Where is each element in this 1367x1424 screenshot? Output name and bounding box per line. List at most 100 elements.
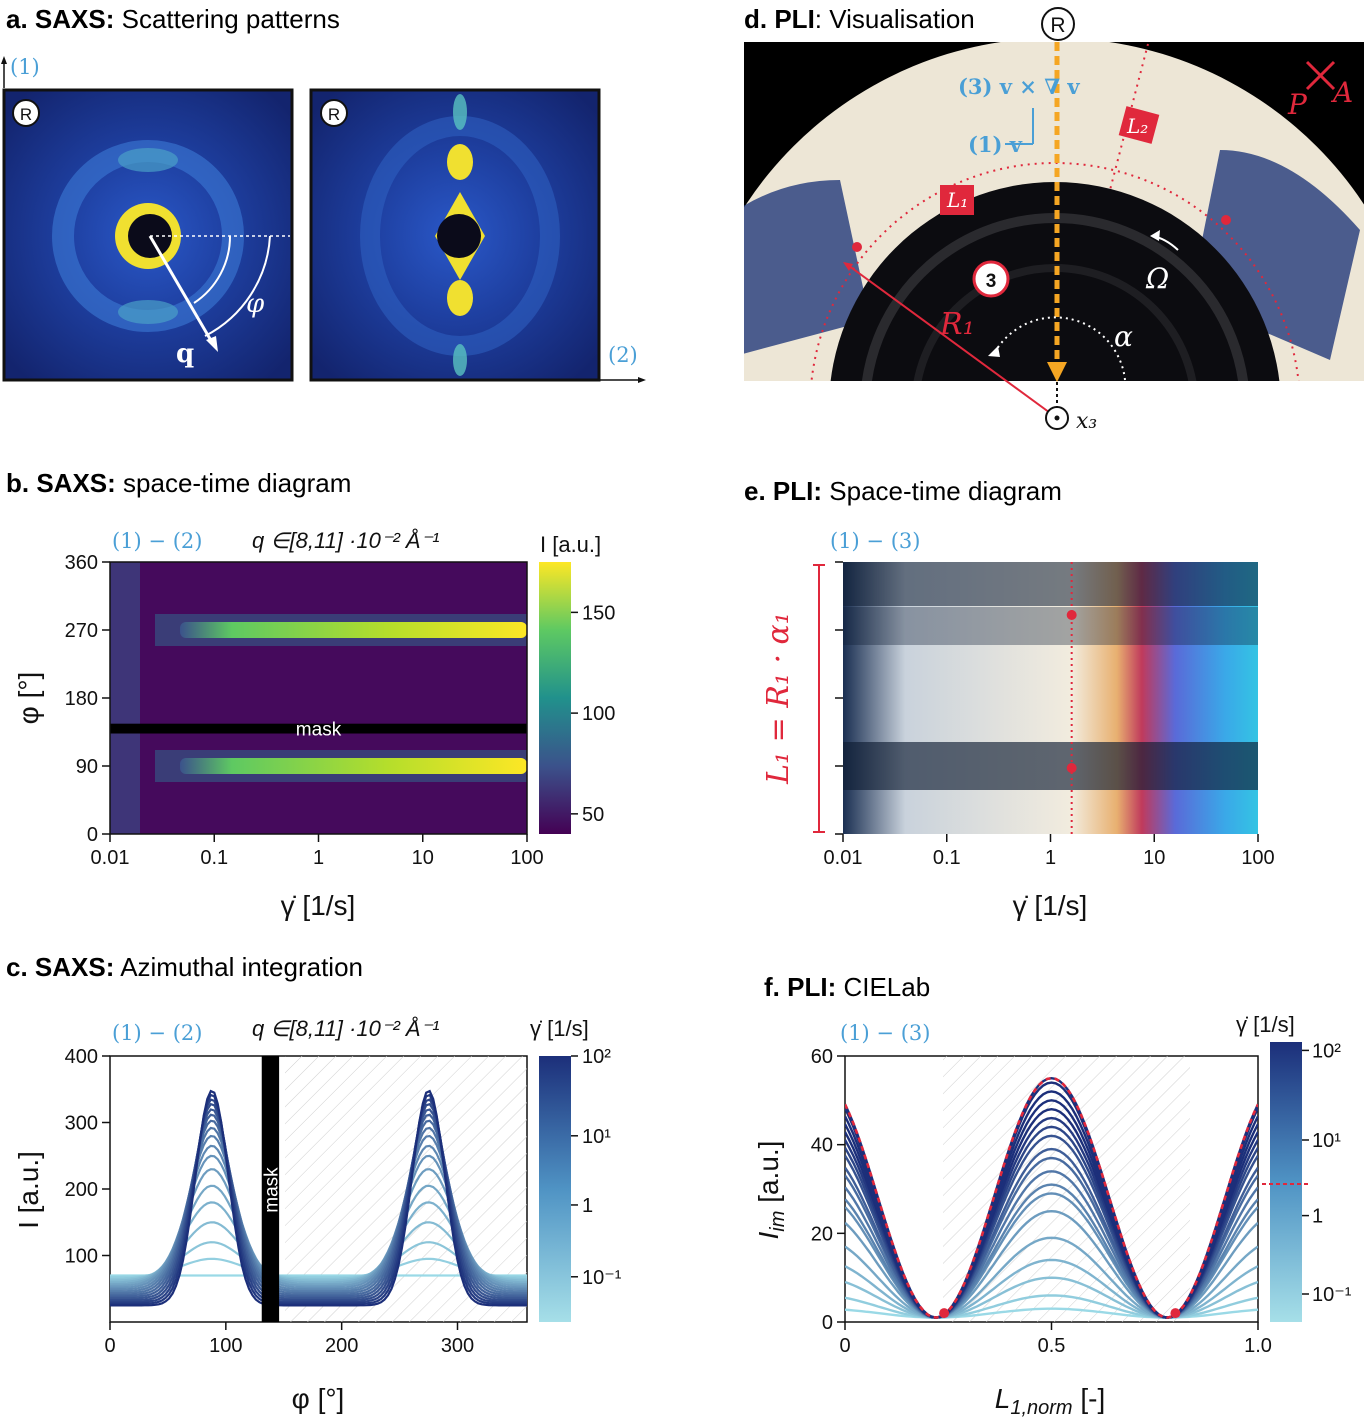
xlabel-f: L1,norm [-]: [995, 1383, 1106, 1419]
beamstop: [437, 214, 481, 258]
ytick-label: 180: [65, 688, 98, 710]
phi-arc: [204, 235, 271, 337]
colorbar-tick-label: 10²: [582, 1046, 611, 1068]
A-label: A: [1330, 76, 1353, 109]
heatmap-e-dark-band: [843, 742, 1258, 790]
xlabel-b: γ̇ [1/s]: [281, 890, 356, 921]
d-vgrad-label: (3) v × ∇ v: [958, 74, 1080, 99]
scatter-spot: [453, 94, 467, 130]
P-label: P: [1287, 88, 1308, 121]
xtick-label: 0.01: [824, 847, 863, 869]
xlabel-e: γ̇ [1/s]: [1013, 890, 1088, 921]
xtick-label: 300: [441, 1335, 474, 1357]
L1-label: L₁: [946, 188, 968, 212]
xtick-label: 100: [1241, 847, 1274, 869]
q-range-label: q ∈[8,11] ·10⁻² Å⁻¹: [252, 528, 440, 553]
colorbar-b-title: I [a.u.]: [540, 532, 601, 557]
alpha-label: α: [1114, 320, 1133, 353]
plane-label: (1) − (3): [830, 529, 920, 553]
marker-point: [1221, 215, 1231, 225]
orange-arrow-icon: [1047, 362, 1067, 382]
L1-equation: L₁ = R₁ · α₁: [761, 612, 796, 785]
ytick-label: 270: [65, 620, 98, 642]
rotor-icon: [1041, 7, 1075, 41]
title-b: b. SAXS: space-time diagram: [6, 468, 351, 498]
colorbar-tick-label: 1: [1312, 1206, 1323, 1228]
dir-label-1: (1): [10, 55, 40, 79]
probe-icon: [972, 260, 1010, 298]
xtick-label: 0.01: [91, 847, 130, 869]
rotor-icon: [320, 99, 348, 127]
colorbar-tick-label: 10²: [1312, 1040, 1341, 1062]
colorbar-f-title: γ̇ [1/s]: [1236, 1012, 1295, 1037]
alpha-arc: [994, 316, 1126, 381]
scatter-spot: [453, 344, 467, 376]
intensity-curve: [845, 1258, 1258, 1319]
xtick-label: 1: [1045, 847, 1056, 869]
colorbar-b: [539, 562, 571, 834]
marker-point: [1066, 610, 1077, 620]
d-v-label: (1) v: [968, 132, 1023, 157]
L2-label: L₂: [1126, 114, 1148, 138]
omega-label: Ω: [1145, 262, 1169, 295]
ytick-label: 100: [65, 1246, 98, 1268]
intensity-curve: [845, 1276, 1258, 1319]
intensity-curve: [845, 1236, 1258, 1319]
xtick-label: 200: [325, 1335, 358, 1357]
xtick-label: 100: [209, 1335, 242, 1357]
alpha-arrow-icon: [988, 346, 1000, 357]
q-label: q: [176, 339, 194, 369]
scatter-lobe: [118, 148, 178, 172]
marker-point: [1066, 763, 1077, 773]
ylabel-f: Iim [a.u.]: [753, 1141, 789, 1240]
axis-x3-dot: [1054, 415, 1060, 421]
title-f: f. PLI: CIELab: [764, 972, 930, 1002]
ytick-label: 360: [65, 552, 98, 574]
intensity-curve: [110, 1098, 527, 1303]
R1-label: R₁: [939, 307, 975, 342]
xtick-label: 0.1: [933, 847, 961, 869]
heatmap-e-dark-band: [843, 607, 1258, 645]
title-e: e. PLI: Space-time diagram: [744, 476, 1062, 506]
colorbar-tick-label: 10⁻¹: [1312, 1284, 1352, 1306]
xtick-label: 10: [1143, 847, 1165, 869]
R1-line: [844, 262, 1058, 419]
panel-f: (1) − (3) 0 20 40 60 0 0.5 1.0 γ̇ [1/s] 10² 10¹…: [753, 1012, 1352, 1419]
q-range-label: q ∈[8,11] ·10⁻² Å⁻¹: [252, 1016, 440, 1041]
q-vector: [148, 235, 215, 345]
ytick-label: 0: [822, 1312, 833, 1334]
heatmap-band: [180, 622, 527, 638]
xtick-label: 0: [839, 1335, 850, 1357]
panel-a: (1) q φ R R (2): [1, 55, 646, 383]
polarizer-cross: [1305, 60, 1336, 91]
ytick-label: 0: [87, 824, 98, 846]
xtick-label: 0: [104, 1335, 115, 1357]
probe-label: 3: [986, 271, 997, 292]
ytick-label: 200: [65, 1179, 98, 1201]
ylabel-c: I [a.u.]: [13, 1151, 44, 1229]
heatmap-b-edge: [110, 562, 140, 834]
scatter-lobe: [118, 300, 178, 324]
ytick-label: 400: [65, 1046, 98, 1068]
xtick-label: 0.1: [200, 847, 228, 869]
intensity-curve: [110, 1089, 527, 1307]
intensity-curve: [110, 1093, 527, 1305]
marker-point: [852, 242, 862, 252]
colorbar-tick-label: 1: [582, 1195, 593, 1217]
ytick-label: 60: [811, 1046, 833, 1068]
mask-label: mask: [261, 1167, 282, 1213]
R1-arrow-icon: [843, 262, 853, 271]
xtick-label: 0.5: [1038, 1335, 1066, 1357]
phi-label: φ: [246, 289, 265, 319]
xtick-label: 100: [510, 847, 543, 869]
heatmap-band: [180, 758, 527, 774]
heatmap-e-dark-band: [843, 562, 1258, 606]
ytick-label: 40: [811, 1135, 833, 1157]
heatmap-b-bg: [110, 562, 527, 834]
intensity-curve: [845, 1076, 1258, 1319]
xtick-label: 10: [412, 847, 434, 869]
title-d: d. PLI: Visualisation: [744, 4, 975, 34]
mask-band: [110, 723, 527, 734]
rotation-arrow-icon: [1150, 230, 1160, 241]
